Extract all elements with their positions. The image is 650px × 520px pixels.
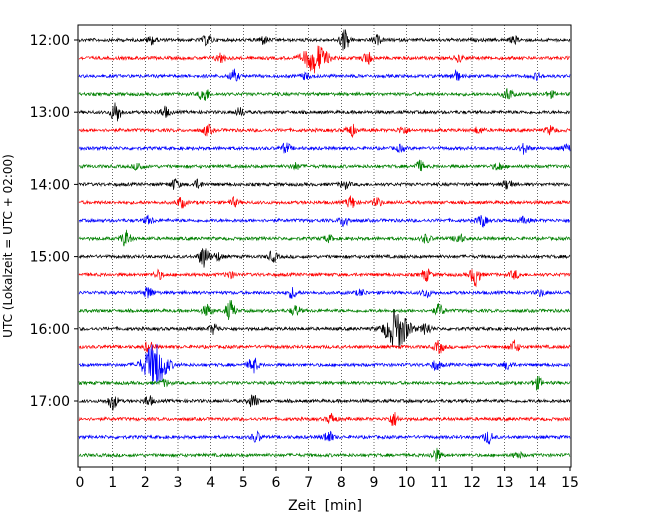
y-tick-label: 17:00 <box>30 394 70 410</box>
trace-1645 <box>78 376 571 391</box>
x-tick-label: 12 <box>463 475 481 491</box>
y-tick-label: 13:00 <box>30 105 70 121</box>
x-tick-label: 14 <box>528 475 546 491</box>
trace-1445 <box>78 229 571 247</box>
trace-1700 <box>78 394 571 411</box>
y-tick-label: 12:00 <box>30 33 70 49</box>
trace-1745 <box>78 447 571 462</box>
trace-1300 <box>78 102 571 122</box>
trace-1415 <box>78 195 571 209</box>
trace-1630 <box>78 343 571 385</box>
trace-1615 <box>78 339 571 355</box>
trace-1430 <box>78 214 571 228</box>
x-tick-label: 2 <box>141 475 150 491</box>
x-tick-label: 15 <box>561 475 579 491</box>
axis-ticks: 0 1 2 3 4 5 6 7 8 9 10 11 12 13 14 1512:0013:0014:0015:… <box>30 33 579 491</box>
trace-1600 <box>78 308 571 349</box>
plot-frame <box>77 24 572 468</box>
trace-1715 <box>78 411 571 426</box>
x-axis-label: Zeit [min] <box>288 498 362 514</box>
x-tick-label: 9 <box>370 475 379 491</box>
trace-1245 <box>78 88 571 101</box>
trace-1400 <box>78 178 571 190</box>
trace-lines <box>78 29 571 462</box>
x-tick-label: 5 <box>239 475 248 491</box>
x-tick-label: 8 <box>337 475 346 491</box>
trace-1530 <box>78 286 571 299</box>
x-tick-label: 4 <box>206 475 215 491</box>
trace-1515 <box>78 268 571 288</box>
trace-1345 <box>78 159 571 172</box>
x-tick-label: 11 <box>430 475 448 491</box>
y-tick-label: 14:00 <box>30 177 70 193</box>
trace-1215 <box>78 45 571 74</box>
trace-1500 <box>78 248 571 268</box>
trace-1730 <box>78 430 571 445</box>
trace-1315 <box>78 123 571 139</box>
trace-1330 <box>78 142 571 155</box>
trace-1230 <box>78 68 571 82</box>
x-tick-label: 0 <box>76 475 85 491</box>
x-tick-label: 7 <box>304 475 313 491</box>
trace-1545 <box>78 300 571 320</box>
x-tick-label: 3 <box>174 475 183 491</box>
x-tick-label: 1 <box>108 475 117 491</box>
x-tick-label: 13 <box>496 475 514 491</box>
y-tick-label: 16:00 <box>30 322 70 338</box>
x-tick-label: 10 <box>398 475 416 491</box>
y-axis-label: UTC (Lokalzeit = UTC + 02:00) <box>1 154 15 338</box>
x-tick-label: 6 <box>272 475 281 491</box>
trace-1200 <box>78 29 571 51</box>
y-tick-label: 15:00 <box>30 250 70 266</box>
